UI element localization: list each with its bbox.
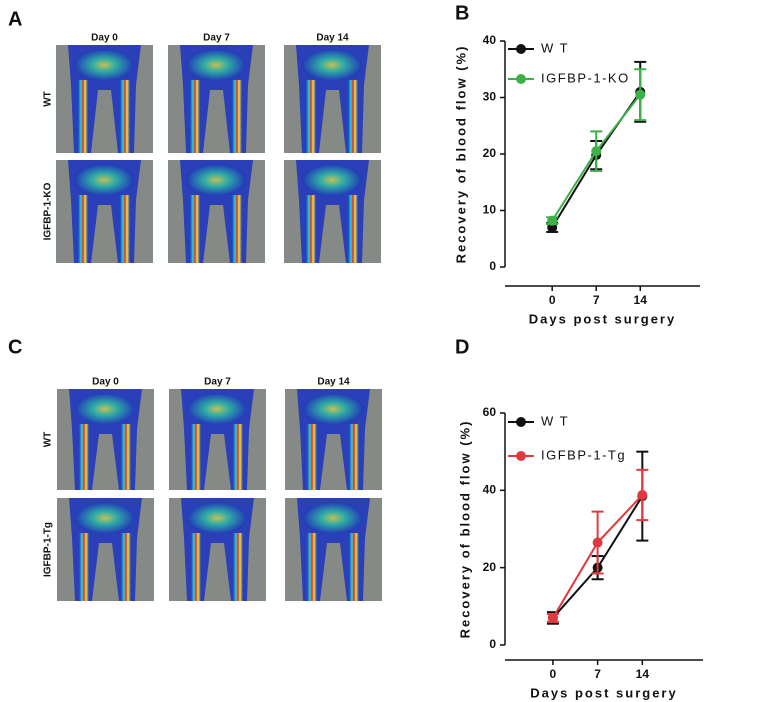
y-tick-label: 0 — [489, 637, 496, 651]
legend-label: IGFBP-1-KO — [541, 70, 630, 85]
perfusion-image — [56, 160, 153, 263]
leg-flow — [348, 80, 358, 153]
column-header: Day 14 — [317, 377, 350, 388]
data-point — [635, 89, 646, 100]
leg-flow — [306, 80, 316, 153]
y-tick-label: 40 — [483, 483, 497, 497]
hip — [186, 164, 246, 196]
column-header: Day 7 — [204, 377, 231, 388]
perfusion-image — [169, 389, 266, 490]
leg-flow — [190, 195, 200, 263]
data-point — [547, 612, 558, 623]
leg-flow — [349, 424, 359, 490]
perfusion-image — [56, 45, 153, 153]
legend-marker — [516, 451, 526, 461]
y-axis-label: Recovery of blood flow (%) — [457, 420, 472, 639]
panel-letter: B — [455, 2, 469, 24]
leg-flow — [79, 424, 89, 490]
panel-letter: A — [8, 8, 22, 30]
hip — [187, 393, 247, 425]
leg-flow — [121, 424, 131, 490]
perfusion-image — [168, 160, 265, 263]
panel-letter: D — [455, 336, 469, 358]
leg-flow — [307, 533, 317, 601]
perfusion-image — [284, 160, 381, 263]
y-tick-label: 10 — [483, 203, 497, 217]
column-header: Day 0 — [91, 33, 118, 44]
perfusion-image — [57, 498, 154, 601]
perfusion-image — [284, 45, 381, 153]
leg-flow — [233, 424, 243, 490]
leg-flow — [120, 195, 130, 263]
leg-flow — [348, 195, 358, 263]
perfusion-image — [169, 498, 266, 601]
legend-marker — [516, 74, 526, 84]
leg-flow — [79, 533, 89, 601]
hip — [186, 49, 246, 81]
row-label: WT — [43, 432, 54, 448]
perfusion-image — [168, 45, 265, 153]
legend-label: W T — [541, 40, 569, 55]
column-header: Day 7 — [203, 33, 230, 44]
leg-flow — [232, 195, 242, 263]
perfusion-image — [57, 389, 154, 490]
hip — [302, 164, 362, 196]
hip — [187, 502, 247, 534]
perfusion-image — [285, 498, 382, 601]
data-point — [591, 146, 602, 157]
x-tick-label: 7 — [594, 667, 601, 681]
row-label: IGFBP-1-Tg — [43, 522, 54, 577]
y-axis-label: Recovery of blood flow (%) — [453, 45, 468, 264]
leg-flow — [232, 80, 242, 153]
panel-letter: C — [8, 336, 22, 358]
hip — [74, 49, 134, 81]
y-tick-label: 20 — [483, 560, 497, 574]
column-header: Day 14 — [316, 33, 349, 44]
legend-marker — [516, 44, 526, 54]
data-point — [592, 537, 603, 548]
data-point — [547, 215, 558, 226]
hip — [303, 502, 363, 534]
hip — [302, 49, 362, 81]
y-tick-label: 20 — [483, 146, 497, 160]
x-tick-label: 0 — [549, 293, 556, 307]
leg-flow — [120, 80, 130, 153]
y-tick-label: 60 — [483, 405, 497, 419]
leg-flow — [349, 533, 359, 601]
leg-flow — [191, 533, 201, 601]
leg-flow — [233, 533, 243, 601]
x-tick-label: 7 — [593, 293, 600, 307]
x-tick-label: 14 — [636, 667, 650, 681]
leg-flow — [191, 424, 201, 490]
row-label: IGFBP-1-KO — [43, 182, 54, 240]
legend-marker — [516, 417, 526, 427]
hip — [75, 502, 135, 534]
hip — [74, 164, 134, 196]
leg-flow — [307, 424, 317, 490]
legend-label: W T — [541, 413, 569, 428]
leg-flow — [78, 195, 88, 263]
data-point — [637, 489, 648, 500]
column-header: Day 0 — [92, 377, 119, 388]
legend-label: IGFBP-1-Tg — [541, 447, 626, 462]
leg-flow — [190, 80, 200, 153]
row-label: WT — [43, 91, 54, 107]
y-tick-label: 30 — [483, 90, 497, 104]
x-tick-label: 14 — [634, 293, 648, 307]
leg-flow — [78, 80, 88, 153]
leg-flow — [306, 195, 316, 263]
hip — [303, 393, 363, 425]
leg-flow — [121, 533, 131, 601]
y-tick-label: 0 — [489, 259, 496, 273]
x-axis-label: Days post surgery — [529, 311, 676, 326]
x-tick-label: 0 — [550, 667, 557, 681]
hip — [75, 393, 135, 425]
y-tick-label: 40 — [483, 33, 497, 47]
x-axis-label: Days post surgery — [530, 685, 677, 700]
perfusion-image — [285, 389, 382, 490]
